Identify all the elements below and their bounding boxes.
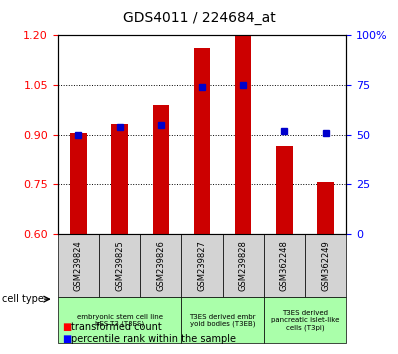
Text: ■: ■ — [62, 334, 71, 344]
Bar — [222, 234, 264, 297]
Bar — [111, 124, 128, 234]
Bar — [58, 234, 99, 297]
Text: GSM239824: GSM239824 — [74, 240, 83, 291]
Bar — [58, 297, 181, 343]
Text: embryonic stem cell line
hES-T3 (T3ES): embryonic stem cell line hES-T3 (T3ES) — [76, 314, 162, 327]
Bar — [264, 234, 305, 297]
Text: T3ES derived
pancreatic islet-like
cells (T3pi): T3ES derived pancreatic islet-like cells… — [271, 310, 339, 331]
Bar — [264, 297, 346, 343]
Text: cell type: cell type — [2, 294, 44, 304]
Text: GSM239827: GSM239827 — [197, 240, 207, 291]
Text: GSM362249: GSM362249 — [321, 240, 330, 291]
Bar — [181, 297, 264, 343]
Text: transformed count: transformed count — [71, 322, 162, 332]
Text: GSM239825: GSM239825 — [115, 240, 124, 291]
Text: percentile rank within the sample: percentile rank within the sample — [71, 334, 236, 344]
Text: GSM362248: GSM362248 — [280, 240, 289, 291]
Bar — [70, 133, 87, 234]
Text: GSM239826: GSM239826 — [156, 240, 165, 291]
Bar — [235, 36, 252, 234]
Text: GSM239828: GSM239828 — [239, 240, 248, 291]
Bar — [194, 48, 210, 234]
Bar — [181, 234, 222, 297]
Text: ■: ■ — [62, 322, 71, 332]
Bar — [99, 234, 140, 297]
Bar — [276, 146, 293, 234]
Bar — [318, 182, 334, 234]
Bar — [152, 105, 169, 234]
Text: T3ES derived embr
yoid bodies (T3EB): T3ES derived embr yoid bodies (T3EB) — [189, 314, 256, 327]
Bar — [140, 234, 181, 297]
Text: GDS4011 / 224684_at: GDS4011 / 224684_at — [123, 11, 275, 25]
Bar — [305, 234, 346, 297]
